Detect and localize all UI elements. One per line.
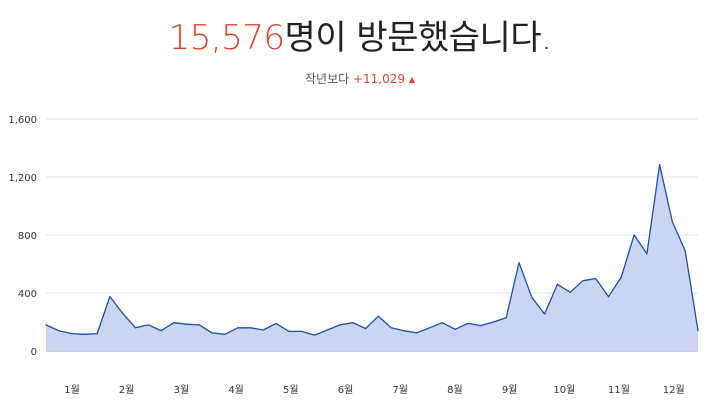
data-point: [83, 333, 85, 335]
data-point: [390, 327, 392, 329]
y-tick-label: 1,200: [8, 173, 37, 184]
y-tick-label: 1,600: [8, 115, 37, 126]
data-point: [122, 312, 124, 314]
data-point: [58, 330, 60, 332]
data-point: [595, 277, 597, 280]
data-point: [441, 322, 443, 324]
data-point: [237, 327, 239, 329]
data-point: [607, 296, 610, 298]
data-point: [275, 322, 277, 325]
data-point: [543, 313, 546, 315]
data-point: [403, 330, 405, 332]
headline-suffix: 명이 방문했습니다.: [284, 18, 552, 58]
x-tick-label: 2월: [119, 384, 135, 396]
x-tick-label: 12월: [663, 384, 685, 396]
data-point: [377, 315, 379, 317]
data-point: [582, 280, 584, 282]
data-point: [531, 296, 533, 298]
x-tick-label: 3월: [174, 384, 190, 396]
comparison-label: 작년보다: [304, 72, 350, 86]
x-tick-label: 10월: [553, 384, 575, 396]
data-point: [416, 332, 418, 334]
data-point: [249, 327, 252, 329]
data-point: [160, 330, 162, 332]
data-point: [70, 333, 73, 335]
data-point: [352, 322, 354, 324]
data-point: [467, 322, 469, 325]
data-point: [569, 291, 571, 293]
data-point: [109, 296, 111, 298]
data-point: [697, 330, 699, 332]
x-tick-label: 6월: [338, 384, 354, 396]
data-point: [505, 317, 507, 319]
data-point: [186, 323, 188, 325]
y-tick-label: 800: [18, 231, 37, 242]
data-point: [620, 276, 622, 278]
data-point: [173, 322, 175, 324]
data-point: [211, 332, 213, 334]
up-arrow-icon: ▲: [408, 75, 416, 84]
data-point: [134, 327, 137, 329]
data-point: [339, 324, 341, 326]
data-point: [633, 234, 635, 236]
x-tick-label: 9월: [502, 384, 518, 396]
data-point: [518, 261, 520, 264]
data-point: [365, 327, 367, 330]
visitor-count: 15,576: [168, 18, 285, 58]
data-point: [326, 329, 328, 331]
data-point: [198, 324, 201, 326]
data-point: [301, 330, 303, 333]
data-point: [147, 324, 149, 326]
comparison-delta: +11,029: [352, 72, 406, 86]
year-comparison: 작년보다 +11,029 ▲: [0, 70, 720, 87]
headline: 15,576명이 방문했습니다.: [0, 10, 720, 59]
data-point: [428, 327, 431, 329]
data-point: [659, 164, 661, 166]
y-tick-label: 400: [18, 289, 37, 300]
y-tick-label: 0: [31, 347, 37, 358]
series-line: [45, 164, 699, 336]
x-tick-label: 4월: [228, 384, 244, 396]
data-point: [45, 324, 47, 326]
data-point: [556, 283, 558, 285]
visitor-area-chart: 0 400 800 1,200 1,600 1월 2월 3월 4월 5월 6월 7월 8월 9월 10월 11…: [8, 115, 699, 396]
x-tick-label: 1월: [64, 384, 80, 396]
series-area: [46, 164, 698, 351]
data-point: [454, 328, 456, 330]
data-point: [671, 221, 674, 223]
data-point: [646, 253, 648, 255]
x-tick-label: 11월: [608, 384, 630, 396]
x-tick-label: 5월: [283, 384, 299, 396]
data-point: [288, 330, 290, 333]
x-tick-label: 8월: [447, 384, 463, 396]
data-point: [684, 250, 686, 252]
data-point: [96, 333, 98, 335]
data-point: [313, 334, 316, 336]
x-tick-label: 7월: [392, 384, 408, 396]
data-point: [480, 325, 482, 327]
data-point: [224, 333, 226, 335]
data-point: [262, 329, 264, 331]
data-point: [492, 321, 495, 323]
